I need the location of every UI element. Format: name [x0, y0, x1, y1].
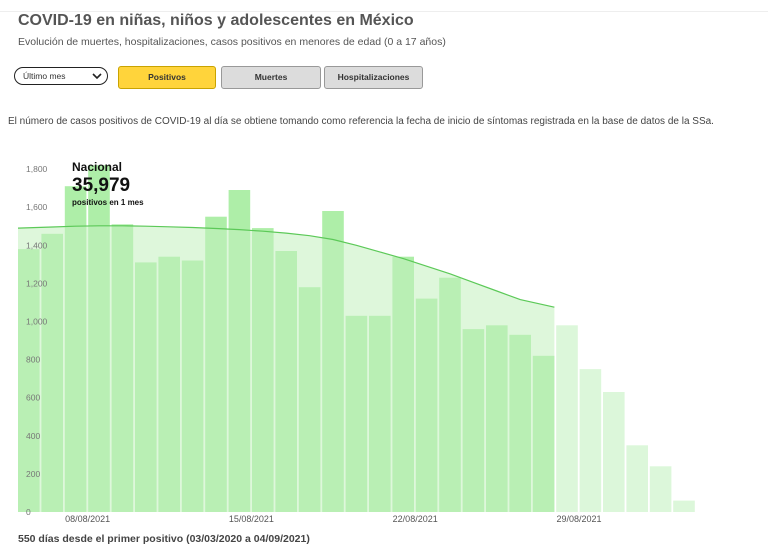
bar-01-09-2021[interactable]: [626, 445, 648, 512]
chevron-down-icon: [92, 73, 102, 80]
bar-29-08-2021[interactable]: [556, 325, 578, 512]
y-tick-label: 1,000: [26, 317, 48, 327]
moving-average-area: [18, 225, 555, 513]
y-tick-label: 1,200: [26, 278, 48, 288]
y-tick-label: 1,800: [26, 164, 48, 174]
y-tick-label: 800: [26, 355, 40, 365]
x-tick-label: 08/08/2021: [65, 514, 110, 524]
days-since-first-positive: 550 días desde el primer positivo (03/03…: [18, 533, 310, 545]
y-tick-label: 1,400: [26, 240, 48, 250]
page-title: COVID-19 en niñas, niños y adolescentes …: [18, 12, 414, 29]
cases-bar-chart: 0 200 400 600 800 1,000 1,200 1,400 1,600 1,800 0…: [17, 164, 695, 524]
methodology-note: El número de casos positivos de COVID-19…: [8, 116, 714, 127]
x-tick-label: 15/08/2021: [229, 514, 274, 524]
tab-hospitalizaciones[interactable]: Hospitalizaciones: [324, 66, 423, 89]
x-tick-label: 29/08/2021: [556, 514, 601, 524]
y-tick-label: 200: [26, 469, 40, 479]
moving-average-line: [17, 225, 555, 308]
national-caption: positivos en 1 mes: [72, 198, 144, 207]
y-tick-label: 400: [26, 431, 40, 441]
y-tick-label: 0: [26, 507, 31, 517]
period-select-value: Último mes: [23, 71, 66, 81]
bar-03-09-2021[interactable]: [673, 500, 695, 512]
national-value: 35,979: [72, 175, 131, 196]
bar-31-08-2021[interactable]: [603, 392, 625, 512]
national-label: Nacional: [72, 160, 123, 174]
page-subtitle: Evolución de muertes, hospitalizaciones,…: [18, 36, 446, 48]
tab-positivos[interactable]: Positivos: [118, 66, 216, 89]
y-tick-label: 600: [26, 393, 40, 403]
bar-30-08-2021[interactable]: [579, 369, 602, 512]
tab-muertes[interactable]: Muertes: [221, 66, 321, 89]
x-tick-label: 22/08/2021: [393, 514, 438, 524]
period-select[interactable]: Último mes: [14, 67, 108, 85]
bar-02-09-2021[interactable]: [649, 466, 672, 512]
y-tick-label: 1,600: [26, 202, 48, 212]
top-divider: [0, 11, 768, 12]
